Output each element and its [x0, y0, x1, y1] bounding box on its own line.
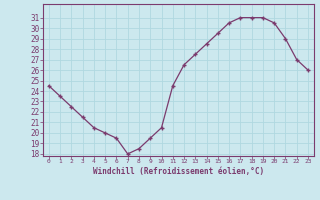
X-axis label: Windchill (Refroidissement éolien,°C): Windchill (Refroidissement éolien,°C)	[93, 167, 264, 176]
